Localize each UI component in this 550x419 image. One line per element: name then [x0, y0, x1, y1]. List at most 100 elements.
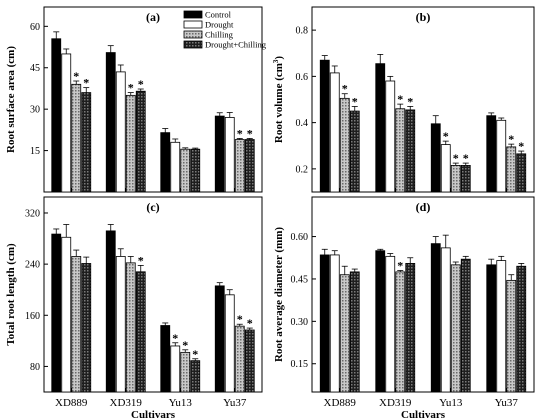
- significance-star: *: [128, 81, 134, 95]
- significance-star: *: [138, 253, 144, 267]
- y-tick-label: 320: [25, 208, 40, 219]
- legend-swatch: [183, 30, 203, 39]
- bar: [224, 117, 235, 193]
- significance-star: *: [237, 312, 243, 326]
- bar: [51, 233, 62, 393]
- y-tick-label: 15: [30, 146, 40, 157]
- plot-frame: [43, 196, 263, 393]
- significance-star: *: [407, 94, 413, 108]
- y-tick-label: 30: [30, 105, 40, 116]
- plot-frame: [311, 196, 535, 393]
- bar: [160, 325, 171, 393]
- significance-star: *: [192, 347, 198, 361]
- y-axis-title-text: Root average diameter (mm): [273, 227, 285, 362]
- bar: [496, 260, 507, 393]
- bar: [81, 92, 92, 193]
- significance-star: *: [247, 126, 253, 140]
- x-tick-label: Yu37: [495, 397, 519, 409]
- legend-label: Control: [205, 10, 232, 20]
- bar: [460, 258, 471, 393]
- y-tick-label: 0.15: [291, 359, 309, 370]
- significance-star: *: [508, 132, 514, 146]
- plot-frame: [43, 6, 263, 193]
- bar: [486, 115, 497, 193]
- y-tick-label: 60: [30, 22, 40, 33]
- bar: [115, 71, 126, 193]
- y-axis-title-text: Root surface area (cm): [5, 46, 17, 153]
- significance-star: *: [247, 316, 253, 330]
- bar: [385, 80, 396, 193]
- bar: [339, 97, 350, 193]
- x-axis-title: Cultivars: [131, 409, 176, 419]
- bar: [170, 141, 181, 193]
- bar: [105, 230, 116, 393]
- y-tick-label: 0.8: [296, 26, 309, 37]
- legend-swatch: [183, 40, 203, 49]
- y-tick-label: 0.4: [296, 118, 309, 129]
- y-axis-title: Total root length (cm): [5, 243, 17, 346]
- significance-star: *: [73, 69, 79, 83]
- bar: [71, 256, 82, 393]
- bar: [349, 271, 360, 393]
- significance-star: *: [518, 139, 524, 153]
- bar: [450, 264, 461, 393]
- bar: [486, 264, 497, 393]
- bar: [234, 325, 245, 393]
- bar: [440, 144, 451, 193]
- panel-tag: (c): [146, 200, 159, 214]
- bar: [496, 119, 507, 193]
- significance-star: *: [138, 77, 144, 91]
- bar: [115, 256, 126, 393]
- significance-star: *: [463, 151, 469, 165]
- y-tick-label: 160: [25, 311, 40, 322]
- legend-label: Drought: [205, 20, 234, 30]
- bar: [135, 271, 146, 393]
- y-axis-title-end: ): [273, 56, 285, 60]
- significance-star: *: [172, 331, 178, 345]
- bar: [339, 274, 350, 393]
- bar: [180, 148, 191, 193]
- y-tick-label: 0.60: [291, 232, 309, 243]
- bar: [214, 285, 225, 393]
- significance-star: *: [453, 151, 459, 165]
- bar: [329, 72, 340, 193]
- bar: [375, 63, 386, 193]
- bar: [405, 109, 416, 193]
- y-axis-title: Root surface area (cm): [5, 46, 17, 153]
- y-tick-label: 0.30: [291, 317, 309, 328]
- y-axis-title-text: Total root length (cm): [5, 243, 17, 346]
- significance-star: *: [342, 82, 348, 96]
- bar: [135, 90, 146, 193]
- x-axis-title: Cultivars: [401, 409, 446, 419]
- bar: [190, 360, 201, 393]
- x-tick-label: XD319: [110, 397, 143, 409]
- significance-star: *: [237, 126, 243, 140]
- bar: [395, 108, 406, 193]
- y-tick-label: 0.6: [296, 72, 309, 83]
- bar: [105, 52, 116, 193]
- significance-star: *: [397, 258, 403, 272]
- y-tick-label: 45: [30, 63, 40, 74]
- significance-star: *: [352, 94, 358, 108]
- y-axis-title: Root average diameter (mm): [273, 227, 285, 362]
- bar: [71, 83, 82, 193]
- significance-star: *: [182, 338, 188, 352]
- y-tick-label: 0.45: [291, 274, 309, 285]
- bar: [430, 243, 441, 393]
- bar: [450, 165, 461, 193]
- y-axis-title: Root volume (cm3): [272, 56, 285, 144]
- y-axis-title-text: Root volume (cm: [273, 63, 285, 143]
- bar: [375, 250, 386, 393]
- bar: [170, 345, 181, 393]
- panel-tag: (a): [146, 10, 160, 24]
- bar: [125, 262, 136, 393]
- bar: [319, 59, 330, 193]
- y-tick-label: 240: [25, 260, 40, 271]
- bar: [180, 351, 191, 393]
- x-tick-label: Yu13: [169, 397, 193, 409]
- bar: [81, 263, 92, 393]
- bar: [405, 263, 416, 393]
- chart-panel-4: (d) 0.15 0.30 0.45 0.60 Root average diameter…: [273, 196, 535, 419]
